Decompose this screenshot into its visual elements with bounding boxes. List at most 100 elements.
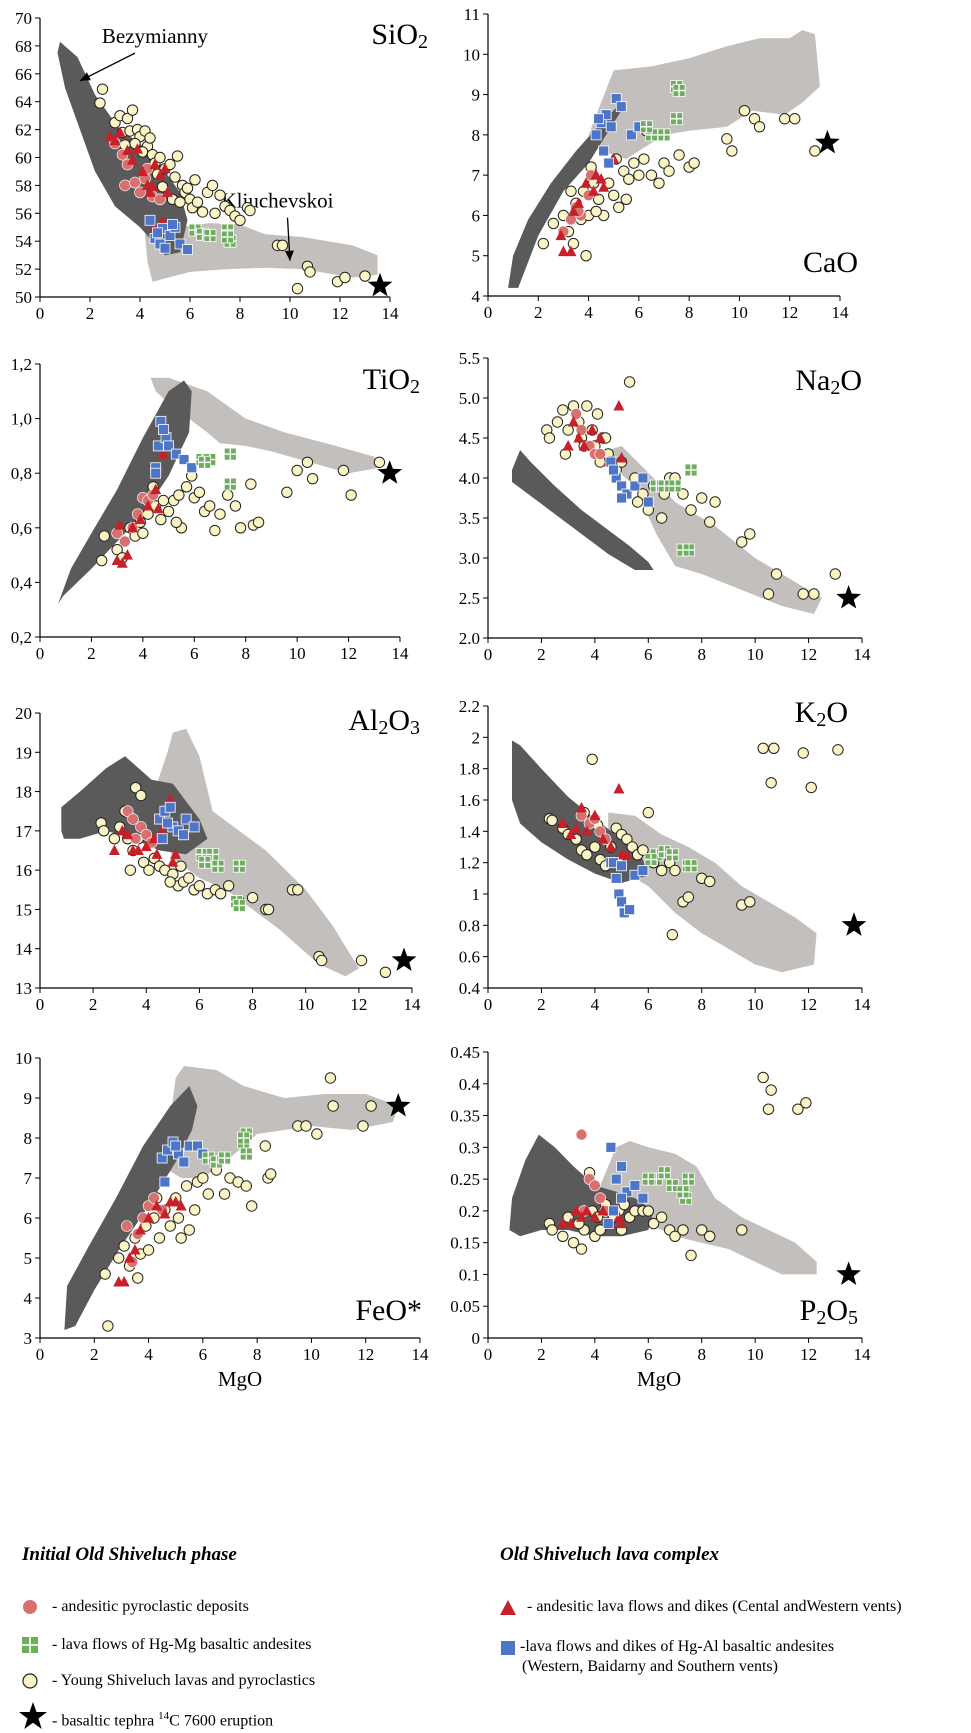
x-tick-label: 12	[800, 645, 817, 664]
point-young-shiveluch	[181, 1181, 191, 1191]
y-tick-label: 1.4	[459, 822, 481, 841]
y-tick-label: 70	[15, 9, 32, 28]
point-young-shiveluch	[705, 876, 715, 886]
y-tick-label: 17	[15, 822, 33, 841]
y-tick-label: 1.6	[459, 791, 480, 810]
point-young-shiveluch	[360, 271, 370, 281]
point-young-shiveluch	[144, 865, 154, 875]
chart-title: TiO2	[363, 363, 420, 398]
point-pyroclastic	[119, 536, 130, 547]
x-tick-label: 6	[186, 304, 195, 323]
point-young-shiveluch	[145, 133, 155, 143]
x-tick-label: 6	[644, 645, 653, 664]
legend-item-hgal: -lava flows and dikes of Hg-Al basaltic …	[520, 1637, 834, 1677]
point-young-shiveluch	[629, 158, 639, 168]
x-tick-label: 6	[644, 995, 653, 1014]
chart-panel-na2o: 0 2 4 6 8 10 12 142.02.53.03.54.04.55.05.5Na2O	[459, 349, 871, 664]
point-basaltic-tephra	[842, 912, 867, 936]
chart-title-text: FeO*	[355, 1294, 422, 1327]
point-hgal-basaltic-andesite	[638, 1193, 648, 1203]
y-tick-label: 5.0	[459, 389, 480, 408]
point-young-shiveluch	[763, 589, 773, 599]
point-young-shiveluch	[215, 509, 225, 519]
point-hgal-basaltic-andesite	[187, 463, 197, 473]
x-tick-label: 0	[484, 1345, 493, 1364]
point-hgmg-basaltic-andesite	[666, 1179, 678, 1191]
point-young-shiveluch	[192, 197, 202, 207]
point-hgmg-basaltic-andesite	[199, 856, 211, 868]
x-tick-label: 8	[253, 1345, 262, 1364]
point-hgmg-basaltic-andesite	[204, 230, 216, 242]
x-tick-label: 4	[139, 644, 148, 663]
point-young-shiveluch	[170, 172, 180, 182]
y-tick-label: 3.0	[459, 549, 480, 568]
point-young-shiveluch	[346, 490, 356, 500]
point-young-shiveluch	[656, 1212, 666, 1222]
point-young-shiveluch	[737, 1225, 747, 1235]
point-young-shiveluch	[581, 251, 591, 261]
point-young-shiveluch	[754, 122, 764, 132]
point-young-shiveluch	[247, 1201, 257, 1211]
point-pyroclastic	[130, 177, 141, 188]
chart-title-text: O	[840, 364, 862, 397]
y-tick-label: 16	[15, 861, 32, 880]
point-young-shiveluch	[779, 114, 789, 124]
point-hgmg-basaltic-andesite	[642, 1173, 654, 1185]
x-tick-label: 2	[90, 1345, 99, 1364]
point-hgmg-basaltic-andesite	[233, 860, 245, 872]
point-young-shiveluch	[568, 238, 578, 248]
legend-symbol-young	[20, 1671, 40, 1691]
x-tick-label: 4	[591, 995, 600, 1014]
point-hgal-basaltic-andesite	[157, 834, 167, 844]
point-young-shiveluch	[247, 892, 257, 902]
point-young-shiveluch	[190, 175, 200, 185]
x-tick-label: 12	[800, 1345, 817, 1364]
point-young-shiveluch	[156, 514, 166, 524]
point-young-shiveluch	[207, 180, 217, 190]
point-hgmg-basaltic-andesite	[658, 129, 670, 141]
legend-symbol-tephra	[18, 1701, 48, 1731]
point-hgmg-basaltic-andesite	[640, 121, 652, 133]
chart-panel-feo: 0 2 4 6 8 10 12 14345678910FeO*MgO	[15, 1049, 429, 1391]
y-tick-label: 10	[463, 45, 480, 64]
point-young-shiveluch	[558, 405, 568, 415]
point-pyroclastic	[120, 180, 131, 191]
point-pyroclastic	[595, 1193, 606, 1204]
point-pyroclastic	[149, 1193, 160, 1204]
point-young-shiveluch	[163, 506, 173, 516]
x-tick-label: 0	[484, 995, 493, 1014]
point-basaltic-tephra	[368, 273, 393, 297]
x-tick-label: 14	[854, 995, 872, 1014]
y-tick-label: 0.45	[450, 1043, 480, 1062]
point-young-shiveluch	[171, 517, 181, 527]
y-tick-label: 5.5	[459, 349, 480, 368]
chart-title-text: K	[795, 696, 817, 729]
y-tick-label: 0.2	[459, 1202, 480, 1221]
point-hgal-basaltic-andesite	[594, 114, 604, 124]
y-tick-label: 11	[464, 5, 480, 24]
point-young-shiveluch	[215, 190, 225, 200]
x-tick-label: 2	[87, 644, 96, 663]
x-tick-label: 4	[591, 645, 600, 664]
point-young-shiveluch	[766, 778, 776, 788]
point-hgal-basaltic-andesite	[163, 818, 173, 828]
point-young-shiveluch	[223, 490, 233, 500]
point-young-shiveluch	[127, 105, 137, 115]
legend-symbol-hgal	[498, 1638, 518, 1658]
legend-item-pyroclastic: - andesitic pyroclastic deposits	[52, 1597, 249, 1617]
y-tick-label: 1	[472, 885, 481, 904]
chart-title: FeO*	[355, 1294, 422, 1327]
point-hgal-basaltic-andesite	[604, 158, 614, 168]
point-young-shiveluch	[230, 501, 240, 511]
x-tick-label: 6	[644, 1345, 653, 1364]
point-hgmg-basaltic-andesite	[658, 1167, 670, 1179]
legend-symbol-lava	[498, 1598, 518, 1618]
point-hgal-basaltic-andesite	[145, 215, 155, 225]
point-young-shiveluch	[656, 865, 666, 875]
point-hgmg-basaltic-andesite	[671, 113, 683, 125]
legend-tephra-sup: 14	[158, 1710, 169, 1722]
x-tick-label: 6	[195, 995, 204, 1014]
x-tick-label: 8	[697, 995, 706, 1014]
chart-title-subscript: 2	[410, 376, 420, 398]
point-young-shiveluch	[210, 525, 220, 535]
